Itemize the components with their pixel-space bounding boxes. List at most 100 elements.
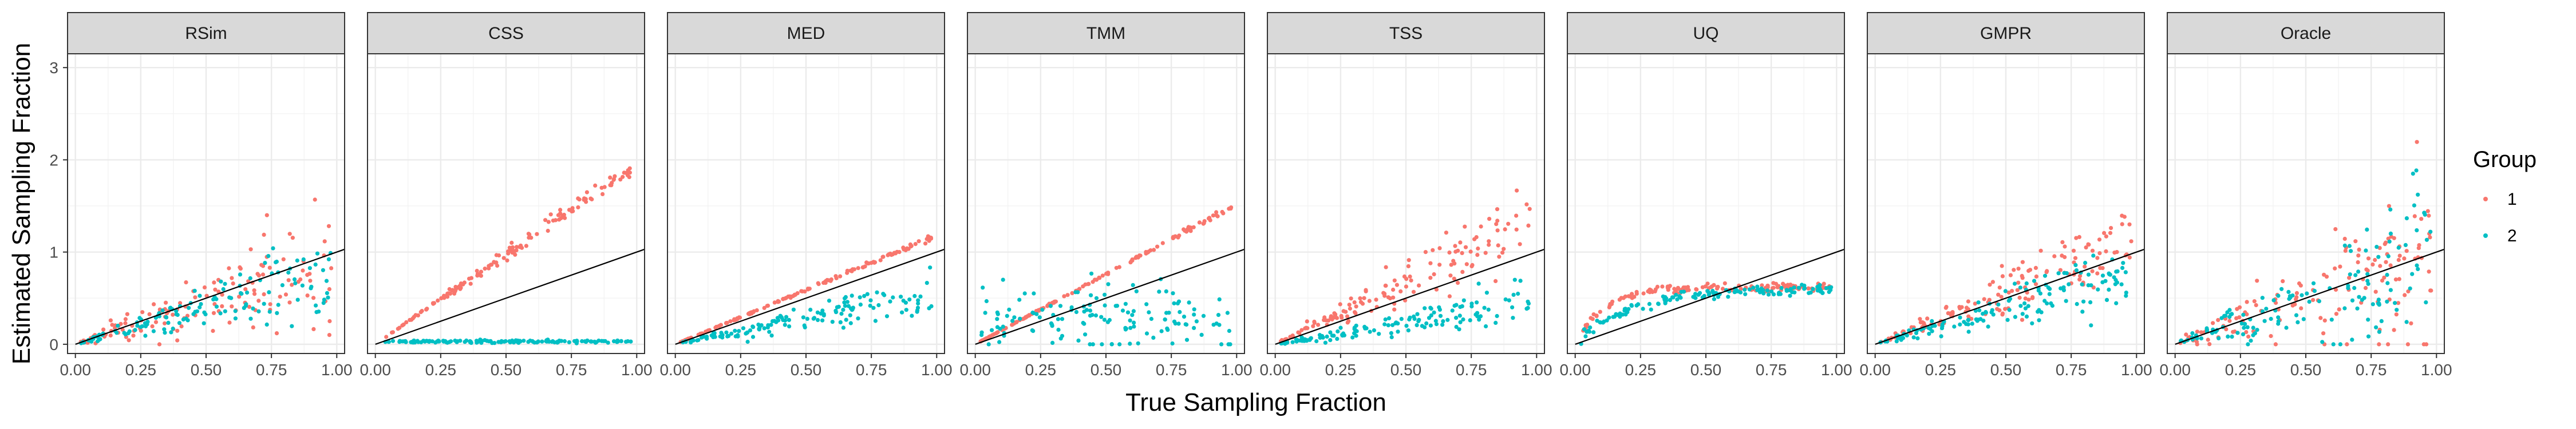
data-point-group-2 (1134, 289, 1139, 293)
data-point-group-2 (248, 316, 253, 321)
data-point-group-1 (2397, 253, 2402, 258)
data-point-group-1 (2010, 289, 2014, 293)
data-point-group-2 (1939, 334, 1943, 339)
x-tick-label: 1.00 (1221, 361, 1253, 379)
data-point-group-2 (1656, 301, 1661, 307)
data-point-group-2 (2242, 325, 2246, 330)
data-point-group-2 (1484, 291, 1489, 295)
data-point-group-2 (845, 300, 850, 304)
data-point-group-2 (2086, 272, 2091, 277)
data-point-group-1 (886, 253, 890, 257)
data-point-group-2 (1755, 284, 1760, 289)
data-point-group-2 (986, 342, 991, 347)
data-point-group-1 (2127, 222, 2132, 227)
data-point-group-2 (433, 340, 438, 345)
data-point-group-2 (907, 297, 912, 302)
data-point-group-1 (2392, 328, 2396, 332)
data-point-group-1 (1770, 286, 1775, 291)
data-point-group-1 (1155, 244, 1160, 249)
data-point-group-2 (2222, 313, 2227, 319)
data-point-group-1 (1458, 240, 1463, 245)
data-point-group-1 (783, 296, 788, 301)
data-point-group-2 (175, 312, 180, 317)
data-point-group-2 (725, 334, 730, 339)
data-point-group-2 (924, 281, 929, 285)
data-point-group-2 (836, 304, 841, 309)
data-point-group-2 (589, 339, 594, 344)
data-point-group-2 (1757, 288, 1762, 292)
data-point-group-2 (412, 339, 416, 343)
data-point-group-1 (2224, 327, 2229, 332)
data-point-group-1 (776, 299, 780, 303)
data-point-group-1 (1982, 297, 1986, 301)
data-point-group-2 (1641, 307, 1645, 311)
data-point-group-2 (1438, 313, 1443, 318)
data-point-group-1 (448, 291, 453, 296)
data-point-group-1 (1449, 263, 1453, 267)
data-point-group-2 (2190, 331, 2195, 336)
data-point-group-2 (499, 339, 504, 344)
data-point-group-2 (126, 331, 131, 336)
data-point-group-2 (1323, 340, 1327, 345)
data-point-group-1 (305, 273, 310, 277)
data-point-group-2 (1583, 334, 1588, 339)
data-point-group-2 (2357, 295, 2361, 299)
data-point-group-2 (400, 339, 405, 344)
data-point-group-2 (784, 315, 789, 319)
data-point-group-2 (1503, 297, 1508, 302)
data-point-group-1 (524, 244, 529, 248)
data-point-group-2 (245, 290, 250, 295)
data-point-group-1 (869, 261, 874, 265)
data-point-group-2 (97, 337, 101, 342)
data-point-group-2 (2064, 299, 2068, 303)
data-point-group-2 (1217, 297, 1222, 302)
data-point-group-2 (833, 308, 838, 313)
data-point-group-1 (1483, 251, 1488, 255)
data-point-group-2 (2300, 293, 2304, 297)
data-point-group-2 (1037, 315, 1042, 320)
data-point-group-1 (2380, 278, 2385, 283)
data-point-group-1 (1705, 281, 1710, 286)
data-point-group-1 (2020, 317, 2025, 322)
data-point-group-1 (1500, 251, 1505, 255)
data-point-group-2 (1088, 308, 1093, 313)
data-point-group-2 (1450, 308, 1455, 313)
data-point-group-2 (2088, 300, 2093, 305)
data-point-group-2 (2364, 248, 2368, 253)
data-point-group-1 (1434, 287, 1439, 292)
data-point-group-2 (2226, 334, 2230, 339)
data-point-group-1 (507, 249, 511, 253)
reference-line (1275, 248, 1545, 345)
data-point-group-1 (2405, 342, 2410, 347)
data-point-group-1 (264, 213, 269, 217)
data-point-group-2 (492, 341, 497, 345)
data-point-group-2 (513, 338, 518, 343)
data-point-group-1 (211, 328, 215, 333)
data-point-group-2 (1990, 308, 1994, 312)
data-point-group-1 (1700, 285, 1705, 289)
data-point-group-1 (1305, 326, 1310, 331)
data-point-group-1 (2333, 227, 2338, 232)
data-point-group-2 (737, 329, 741, 333)
data-point-group-1 (287, 300, 292, 305)
data-point-group-1 (1966, 299, 1970, 304)
data-point-group-2 (2269, 316, 2273, 321)
data-point-group-2 (2050, 303, 2055, 308)
data-point-group-2 (2365, 272, 2370, 276)
data-point-group-1 (1964, 305, 1969, 310)
data-point-group-2 (404, 340, 408, 344)
data-point-group-1 (260, 272, 266, 277)
data-point-group-2 (815, 310, 820, 315)
data-point-group-1 (1406, 258, 1411, 263)
data-point-group-2 (1437, 305, 1441, 309)
data-point-group-1 (889, 253, 894, 257)
data-point-group-1 (2321, 331, 2326, 336)
data-point-group-1 (2318, 316, 2323, 320)
data-point-group-1 (1479, 224, 1483, 229)
data-point-group-1 (468, 281, 473, 286)
data-point-group-2 (2047, 292, 2052, 296)
data-point-group-1 (816, 282, 821, 287)
data-point-group-2 (1164, 311, 1169, 315)
data-point-group-1 (2409, 321, 2413, 325)
data-point-group-2 (2349, 249, 2353, 253)
